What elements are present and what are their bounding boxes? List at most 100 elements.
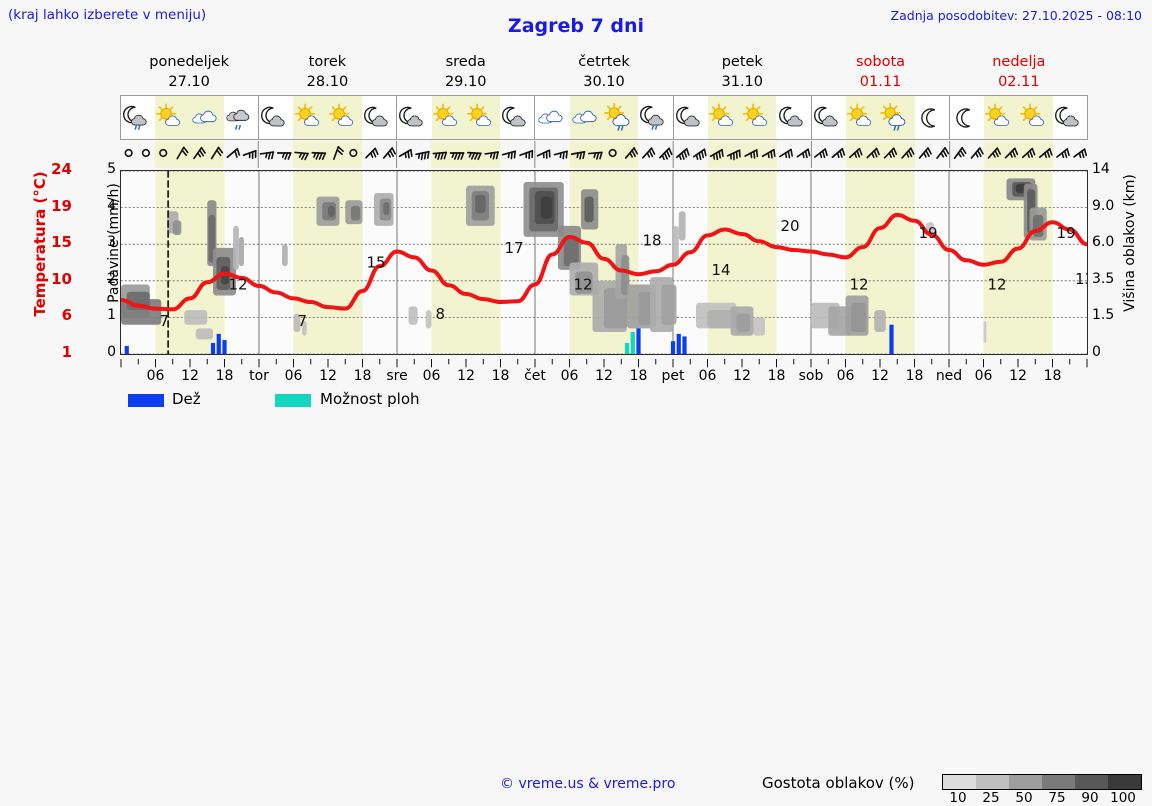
temperature-tick: 6 xyxy=(62,306,72,324)
precipitation-tick: 3 xyxy=(107,234,116,250)
cloud-height-tick: 3.5 xyxy=(1092,271,1114,287)
cloud-density-value: 50 xyxy=(1015,790,1032,806)
day-date: 30.10 xyxy=(535,72,673,92)
cloud-density-scale xyxy=(942,774,1142,790)
x-axis-label: 12 xyxy=(1009,368,1027,384)
svg-text:12: 12 xyxy=(850,275,869,293)
cloud-density-swatch xyxy=(943,775,976,789)
cloud-density-legend-title: Gostota oblakov (%) xyxy=(762,774,915,792)
cloud-height-tick: 14 xyxy=(1092,161,1110,177)
copyright-link[interactable]: © vreme.us & vreme.pro xyxy=(500,776,675,792)
precipitation-tick: 2 xyxy=(107,271,116,287)
cloud-icon xyxy=(570,96,604,139)
x-axis-label: 18 xyxy=(354,368,372,384)
x-axis-label: ned xyxy=(936,368,962,384)
icon-day-group xyxy=(397,96,535,139)
svg-text:12: 12 xyxy=(988,275,1007,293)
precipitation-tick: 0 xyxy=(107,344,116,360)
x-axis-label: 18 xyxy=(630,368,648,384)
x-axis-label: 06 xyxy=(147,368,165,384)
x-axis-label: 18 xyxy=(768,368,786,384)
x-axis-label: 18 xyxy=(216,368,234,384)
day-name: četrtek xyxy=(535,52,673,72)
cloud-density-value: 25 xyxy=(982,790,999,806)
icon-day-group xyxy=(535,96,673,139)
moon-icon xyxy=(915,96,949,139)
day-date: 02.11 xyxy=(950,72,1088,92)
cloud-density-swatch xyxy=(1108,775,1141,789)
x-axis-label: 12 xyxy=(319,368,337,384)
cloud-density-value: 75 xyxy=(1048,790,1065,806)
x-axis-label: sob xyxy=(799,368,824,384)
day-name: ponedeljek xyxy=(120,52,258,72)
moon-cloud-icon xyxy=(812,96,846,139)
temperature-tick: 24 xyxy=(51,160,72,178)
cloud-height-tick: 9.0 xyxy=(1092,198,1114,214)
x-axis-label: čet xyxy=(524,368,546,384)
moon-cloud-icon xyxy=(259,96,293,139)
showers-legend-swatch xyxy=(275,394,311,407)
x-axis-label: pet xyxy=(662,368,685,384)
temperature-tick: 19 xyxy=(51,197,72,215)
sun-cloud-icon xyxy=(293,96,327,139)
cloud-density-value: 100 xyxy=(1110,790,1136,806)
moon-cloud-icon xyxy=(500,96,534,139)
day-date: 28.10 xyxy=(258,72,396,92)
svg-text:7: 7 xyxy=(160,312,170,330)
moon-cloud-drizzle-icon xyxy=(638,96,672,139)
sun-cloud-icon xyxy=(846,96,880,139)
weather-icon-row xyxy=(120,95,1088,140)
x-axis-label: 18 xyxy=(1044,368,1062,384)
cloud-icon xyxy=(535,96,569,139)
svg-text:13: 13 xyxy=(1075,270,1087,288)
svg-text:19: 19 xyxy=(1057,224,1076,242)
cloud-density-swatch xyxy=(1075,775,1108,789)
sun-cloud-icon xyxy=(708,96,742,139)
cloud-drizzle-icon xyxy=(224,96,258,139)
x-axis-label: 06 xyxy=(699,368,717,384)
x-axis-label: tor xyxy=(249,368,269,384)
svg-text:20: 20 xyxy=(781,217,800,235)
moon-icon xyxy=(950,96,984,139)
icon-day-group xyxy=(950,96,1087,139)
cloud-icon xyxy=(190,96,224,139)
x-axis-label: sre xyxy=(386,368,407,384)
day-name: sobota xyxy=(811,52,949,72)
sun-cloud-icon xyxy=(155,96,189,139)
temperature-tick: 1 xyxy=(62,343,72,361)
wind-barb-row xyxy=(120,141,1088,168)
cloud-density-swatch xyxy=(1042,775,1075,789)
moon-cloud-icon xyxy=(397,96,431,139)
x-axis-label: 18 xyxy=(906,368,924,384)
cloud-density-swatch xyxy=(1009,775,1042,789)
x-axis-label: 18 xyxy=(492,368,510,384)
moon-cloud-icon xyxy=(362,96,396,139)
cloud-height-tick: 0 xyxy=(1092,344,1101,360)
svg-text:12: 12 xyxy=(229,275,248,293)
sun-cloud-icon xyxy=(742,96,776,139)
icon-day-group xyxy=(674,96,812,139)
sun-cloud-icon xyxy=(984,96,1018,139)
x-axis-label: 06 xyxy=(423,368,441,384)
day-name: petek xyxy=(673,52,811,72)
day-date: 01.11 xyxy=(811,72,949,92)
day-date: 27.10 xyxy=(120,72,258,92)
temperature-tick: 15 xyxy=(51,233,72,251)
x-axis-label: 12 xyxy=(871,368,889,384)
day-name: torek xyxy=(258,52,396,72)
sun-cloud-icon xyxy=(466,96,500,139)
sun-cloud-icon xyxy=(328,96,362,139)
moon-cloud-icon xyxy=(1053,96,1087,139)
svg-text:7: 7 xyxy=(298,312,308,330)
sun-cloud-icon xyxy=(432,96,466,139)
rain-legend-label: Dež xyxy=(172,390,201,408)
